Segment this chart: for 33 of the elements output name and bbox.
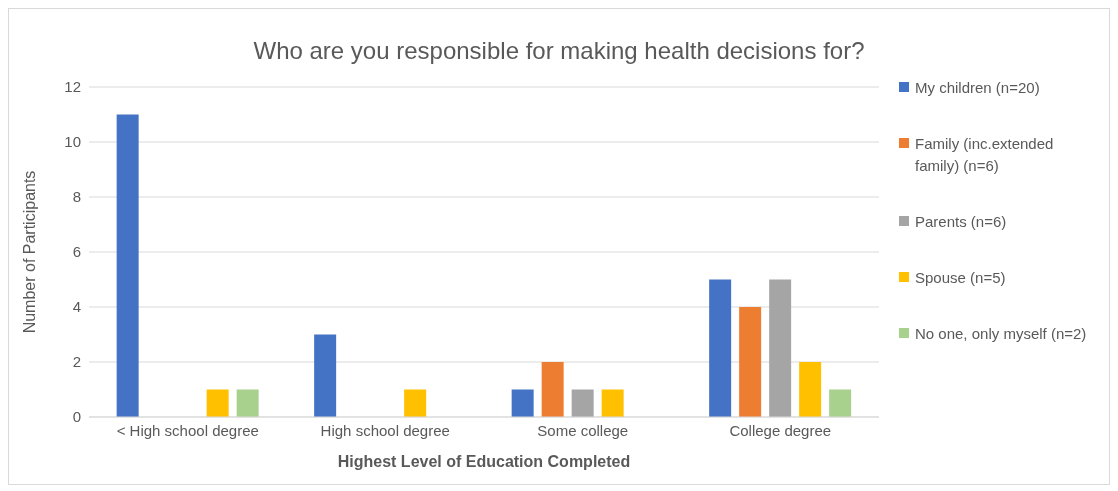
bar [709, 279, 732, 417]
bar [571, 389, 594, 417]
y-tick-label: 2 [72, 353, 81, 371]
y-tick-label: 4 [72, 298, 81, 316]
bar [236, 389, 259, 417]
bar [206, 389, 229, 417]
x-tick-label: < High school degree [116, 421, 259, 439]
bar [829, 389, 852, 417]
x-tick-label: High school degree [320, 421, 450, 439]
x-axis-title: Highest Level of Education Completed [337, 453, 631, 470]
bar [601, 389, 624, 417]
bar [769, 279, 792, 417]
y-tick-label: 6 [72, 243, 81, 261]
y-tick-label: 12 [64, 78, 81, 96]
bar [799, 362, 822, 417]
legend-label: Spouse (n=5) [915, 268, 1006, 288]
bar [116, 114, 139, 417]
y-tick-label: 0 [72, 408, 81, 426]
legend-label: Family (inc.extended family) (n=6) [915, 134, 1055, 176]
bar [404, 389, 427, 417]
legend-label: No one, only myself (n=2) [915, 324, 1087, 344]
bar [511, 389, 534, 417]
x-tick-label: College degree [729, 421, 832, 439]
legend-label: Parents (n=6) [915, 212, 1007, 232]
bar [314, 334, 337, 417]
y-tick-label: 8 [72, 188, 81, 206]
bar [541, 362, 564, 417]
chart-title: Who are you responsible for making health decisions for? [252, 36, 866, 66]
legend-label: My children (n=20) [915, 78, 1040, 98]
x-tick-label: Some college [537, 421, 629, 439]
y-tick-label: 10 [64, 133, 81, 151]
bar [739, 307, 762, 417]
y-axis-title: Number of Participants [20, 170, 38, 334]
